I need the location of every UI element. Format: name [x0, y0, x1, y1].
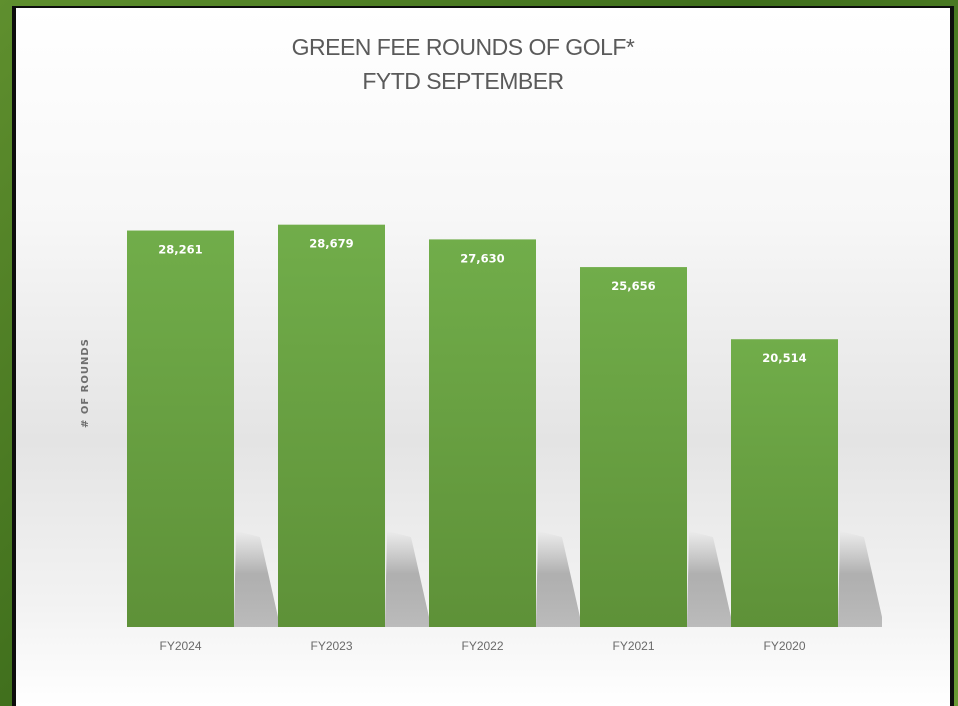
data-label-fy2023: 28,679 [309, 237, 353, 251]
x-tick-fy2020: FY2020 [763, 639, 805, 653]
chart-panel: GREEN FEE ROUNDS OF GOLF* FYTD SEPTEMBER… [12, 6, 954, 706]
bar-fy2023 [278, 224, 385, 627]
bar-shadow [234, 531, 278, 627]
bar-fy2024 [127, 230, 234, 627]
data-label-fy2024: 28,261 [158, 243, 202, 257]
bars-group [127, 224, 838, 627]
data-label-fy2020: 20,514 [762, 351, 806, 365]
x-tick-fy2023: FY2023 [310, 639, 352, 653]
bar-shadow [838, 531, 882, 627]
bar-chart: GREEN FEE ROUNDS OF GOLF* FYTD SEPTEMBER… [80, 34, 882, 653]
bar-fy2021 [580, 267, 687, 627]
data-label-fy2022: 27,630 [460, 251, 504, 265]
bar-shadow [687, 531, 731, 627]
y-axis-label: # OF ROUNDS [80, 338, 91, 428]
chart-title: GREEN FEE ROUNDS OF GOLF* [292, 34, 635, 60]
bar-fy2020 [731, 339, 838, 627]
chart-subtitle: FYTD SEPTEMBER [362, 68, 563, 94]
bar-fy2022 [429, 239, 536, 627]
x-tick-fy2021: FY2021 [612, 639, 654, 653]
bar-shadows [234, 531, 882, 627]
data-label-fy2021: 25,656 [611, 279, 655, 293]
x-tick-fy2022: FY2022 [461, 639, 503, 653]
x-axis-ticks: FY2024 FY2023 FY2022 FY2021 FY2020 [159, 639, 805, 653]
data-labels-group: 28,261 28,679 27,630 25,656 20,514 [158, 237, 806, 366]
bar-shadow [385, 531, 429, 627]
x-tick-fy2024: FY2024 [159, 639, 201, 653]
bar-shadow [536, 531, 580, 627]
